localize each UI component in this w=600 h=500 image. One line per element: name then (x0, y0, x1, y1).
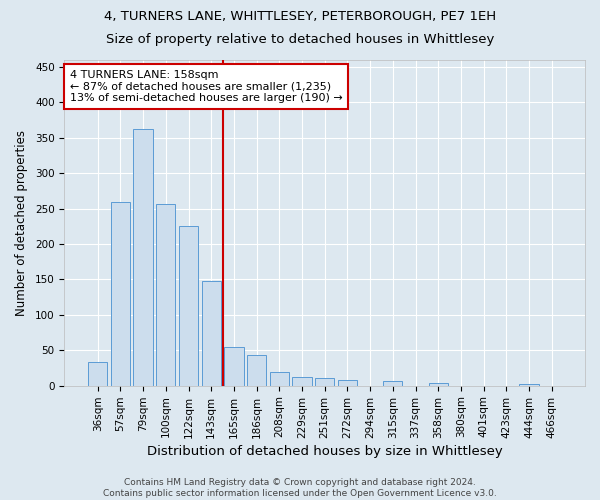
Bar (383, 382, 403, 386)
Y-axis label: Number of detached properties: Number of detached properties (15, 130, 28, 316)
Bar (156, 204, 175, 386)
Bar (428, 383, 448, 386)
X-axis label: Distribution of detached houses by size in Whittlesey: Distribution of detached houses by size … (147, 444, 503, 458)
Text: Size of property relative to detached houses in Whittlesey: Size of property relative to detached ho… (106, 32, 494, 46)
Bar (133, 130, 153, 386)
Text: 4 TURNERS LANE: 158sqm
← 87% of detached houses are smaller (1,235)
13% of semi-: 4 TURNERS LANE: 158sqm ← 87% of detached… (70, 70, 343, 103)
Bar (224, 347, 244, 386)
Bar (202, 281, 221, 386)
Bar (520, 384, 539, 386)
Bar (315, 378, 334, 386)
Text: Contains HM Land Registry data © Crown copyright and database right 2024.
Contai: Contains HM Land Registry data © Crown c… (103, 478, 497, 498)
Bar (269, 372, 289, 386)
Text: 4, TURNERS LANE, WHITTLESEY, PETERBOROUGH, PE7 1EH: 4, TURNERS LANE, WHITTLESEY, PETERBOROUG… (104, 10, 496, 23)
Bar (111, 202, 130, 386)
Bar (247, 354, 266, 386)
Bar (88, 362, 107, 386)
Bar (179, 226, 198, 386)
Bar (338, 380, 357, 386)
Bar (292, 377, 311, 386)
